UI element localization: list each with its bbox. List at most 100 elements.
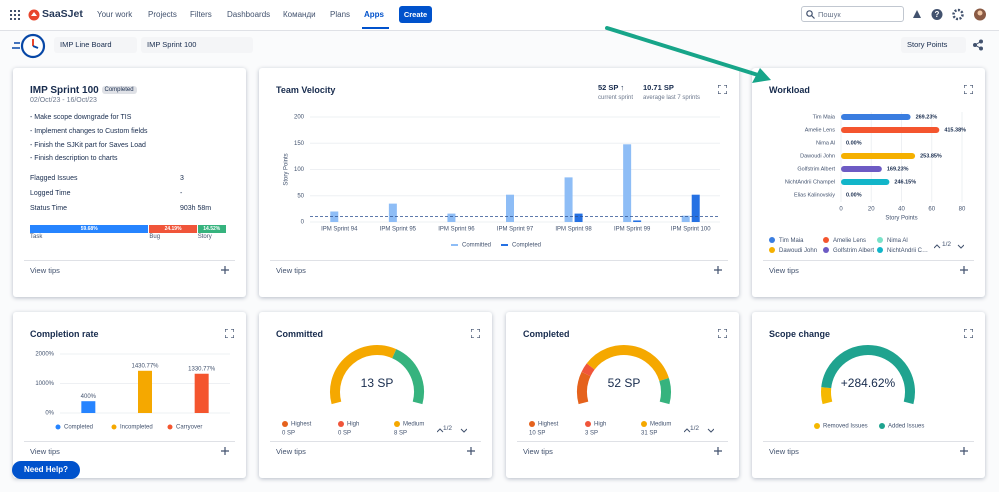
share-icon[interactable] xyxy=(972,39,984,51)
completion-chart: 0% 1000% 2000% 400% Completed 1430.77% Incompl… xyxy=(35,352,230,431)
expand-icon[interactable] xyxy=(718,85,727,94)
estimate-select[interactable]: Story Points xyxy=(901,37,966,53)
search-icon xyxy=(806,10,815,19)
bar xyxy=(447,213,456,222)
legend-marker xyxy=(641,421,647,427)
x-tick-label: 60 xyxy=(928,207,935,213)
stat-value: 10.71 SP xyxy=(643,83,674,92)
bar xyxy=(623,144,632,222)
legend-pager[interactable]: 1/2 xyxy=(690,425,700,432)
pager-arrows[interactable] xyxy=(684,426,714,434)
stat-label: Status Time xyxy=(30,205,67,212)
view-tips[interactable]: View tips xyxy=(276,447,306,456)
expand-icon[interactable] xyxy=(225,329,234,338)
add-icon[interactable] xyxy=(221,447,229,455)
bar xyxy=(564,177,573,222)
bar xyxy=(841,153,916,159)
legend-marker xyxy=(814,423,820,429)
legend-item: NichtAndrii Champel xyxy=(877,247,929,254)
sprint-dates: 02/Oct/23 - 16/Oct/23 xyxy=(30,97,97,104)
segment-label: 24.19% xyxy=(164,226,182,232)
card-footer[interactable]: View tips xyxy=(517,441,728,460)
pager-arrows[interactable] xyxy=(437,426,467,434)
add-icon[interactable] xyxy=(221,266,229,274)
gauge-segment xyxy=(659,378,671,405)
x-tick-label: IPM Sprint 98 xyxy=(555,227,592,233)
card-footer[interactable]: View tips xyxy=(270,441,481,460)
add-icon[interactable] xyxy=(960,447,968,455)
legend-value: 0 SP xyxy=(338,431,351,437)
y-tick-label: 150 xyxy=(294,141,305,147)
legend-pager[interactable]: 1/2 xyxy=(942,241,952,248)
nav-item[interactable]: Your work xyxy=(97,10,133,19)
view-tips[interactable]: View tips xyxy=(30,266,60,275)
sprint-name: IMP Sprint 100 xyxy=(147,40,197,49)
nav-icons[interactable]: ? xyxy=(911,8,991,22)
brand-name[interactable]: SaaSJet xyxy=(42,8,83,20)
view-tips[interactable]: View tips xyxy=(769,266,799,275)
legend-marker xyxy=(877,237,883,243)
nav-item[interactable]: Filters xyxy=(190,10,212,19)
search-box[interactable]: Пошук xyxy=(801,6,904,22)
value-label: 169.23% xyxy=(887,166,909,172)
legend-marker xyxy=(529,421,535,427)
legend-label: Highest xyxy=(538,422,559,428)
sprint-title: IMP Sprint 100 Completed xyxy=(30,85,137,96)
legend-marker xyxy=(167,424,173,430)
view-tips[interactable]: View tips xyxy=(276,266,306,275)
workload-card: 0 20 40 60 80 Story Points Tim Maia 269.23% Amel… xyxy=(752,68,985,297)
nav-item-active[interactable]: Apps xyxy=(364,10,384,19)
bar xyxy=(194,373,209,413)
create-button[interactable]: Create xyxy=(399,6,432,23)
nav-item[interactable]: Команди xyxy=(283,10,316,19)
bar xyxy=(691,194,700,222)
issue-breakdown: 59.68% Task 24.19% Bug 14.52% Story xyxy=(30,225,230,245)
legend-label: Completed xyxy=(64,425,93,431)
add-icon[interactable] xyxy=(714,266,722,274)
view-tips[interactable]: View tips xyxy=(523,447,553,456)
bar xyxy=(841,179,890,185)
bar xyxy=(138,370,152,413)
card-footer[interactable]: View tips xyxy=(270,260,728,279)
legend-marker xyxy=(55,424,61,430)
gauge-segment xyxy=(391,349,424,405)
nav-item[interactable]: Plans xyxy=(330,10,351,19)
add-icon[interactable] xyxy=(467,447,475,455)
legend-marker xyxy=(877,247,883,253)
velocity-chart: 0 50 100 150 200 Story Points IPM Sprint 94 IPM… xyxy=(284,115,720,249)
segment-label: 59.68% xyxy=(80,226,98,232)
velocity-card: 0 50 100 150 200 Story Points IPM Sprint 94 IPM… xyxy=(259,68,739,297)
x-tick-label: IPM Sprint 94 xyxy=(321,227,358,233)
sprint-select[interactable]: IMP Sprint 100 xyxy=(141,37,253,53)
card-footer[interactable]: View tips xyxy=(763,441,974,460)
brand-logo xyxy=(28,9,40,21)
legend-label: Carryover xyxy=(176,425,202,431)
board-select[interactable]: IMP Line Board xyxy=(54,37,137,53)
completion-card: 0% 1000% 2000% 400% Completed 1430.77% Incompl… xyxy=(13,312,246,478)
view-tips[interactable]: View tips xyxy=(30,447,60,456)
workload-chart: 0 20 40 60 80 Story Points Tim Maia 269.23% Amel… xyxy=(785,112,966,222)
expand-icon[interactable] xyxy=(964,85,973,94)
bar xyxy=(388,203,397,222)
card-footer[interactable]: View tips xyxy=(24,260,235,279)
card-footer[interactable]: View tips xyxy=(24,441,235,460)
add-icon[interactable] xyxy=(960,266,968,274)
value-label: 269.23% xyxy=(916,114,938,120)
card-title: Workload xyxy=(769,85,810,95)
view-tips[interactable]: View tips xyxy=(769,447,799,456)
expand-icon[interactable] xyxy=(964,329,973,338)
expand-icon[interactable] xyxy=(471,329,480,338)
legend-pager[interactable]: 1/2 xyxy=(443,425,453,432)
sprint-note: - Implement changes to Custom fields xyxy=(30,128,148,135)
add-icon[interactable] xyxy=(714,447,722,455)
expand-icon[interactable] xyxy=(718,329,727,338)
nav-item[interactable]: Projects xyxy=(148,10,177,19)
legend-marker xyxy=(585,421,591,427)
apps-icon[interactable] xyxy=(10,10,20,20)
bar xyxy=(506,194,514,222)
help-button[interactable]: Need Help? xyxy=(12,461,80,479)
nav-item[interactable]: Dashboards xyxy=(227,10,271,19)
card-footer[interactable]: View tips xyxy=(763,260,974,279)
pager-arrows[interactable] xyxy=(934,242,964,250)
